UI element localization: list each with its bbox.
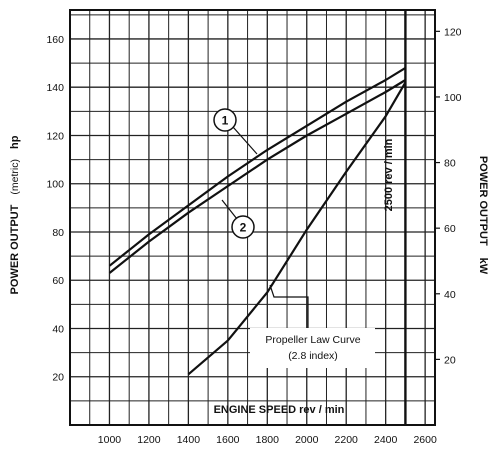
x-tick-label: 2400	[374, 434, 398, 446]
right-y-tick-label: 40	[444, 289, 456, 301]
marker-2-circle	[231, 215, 255, 239]
x-tick-label: 2600	[413, 434, 437, 446]
left-y-axis-label: POWER OUTPUT	[9, 204, 21, 294]
x-tick-label: 1000	[98, 434, 122, 446]
left-y-axis-label-group: POWER OUTPUT (metric) hp	[5, 135, 22, 294]
x-tick-labels: 1000 1200 1400 1600 1800 2000 2200 2400 2600	[98, 434, 437, 446]
right-y-axis-label-group: POWER OUTPUT kW	[476, 156, 493, 275]
propeller-label-box	[250, 328, 375, 368]
right-y-tick-label: 60	[444, 223, 456, 235]
marker-1-circle	[213, 108, 237, 132]
plot-frame	[69, 9, 436, 426]
x-tick-label: 2200	[335, 434, 359, 446]
series-line-1	[108, 66, 406, 267]
x-tick-label: 1600	[216, 434, 240, 446]
left-y-axis-suffix: hp	[9, 135, 21, 149]
right-y-axis-label: POWER OUTPUT	[477, 156, 489, 246]
series-line-3	[187, 81, 407, 376]
right-y-tick-labels: 20 40 60 80 100 120	[435, 26, 462, 366]
left-y-tick-label: 60	[52, 275, 64, 287]
left-y-tick-label: 140	[46, 82, 64, 94]
marker-1-label: 1	[222, 114, 229, 128]
left-y-tick-label: 120	[46, 130, 64, 142]
left-y-tick-label: 20	[52, 372, 64, 384]
propeller-label-line1: Propeller Law Curve	[265, 334, 360, 346]
svg-text:POWER OUTPUT (metric): POWER OUTPUT (metric) hp	[5, 135, 22, 294]
left-y-tick-label: 160	[46, 34, 64, 46]
right-y-tick-label: 100	[444, 92, 462, 104]
right-y-axis-suffix: kW	[477, 258, 489, 275]
marker-2-leader	[221, 199, 238, 220]
x-tick-label: 2000	[295, 434, 319, 446]
series-line-2	[108, 79, 406, 274]
left-y-tick-label: 40	[52, 323, 64, 335]
x-tick-label: 1800	[256, 434, 280, 446]
propeller-leader	[269, 284, 309, 330]
series-lines	[108, 66, 407, 376]
right-y-tick-label: 120	[444, 26, 462, 38]
left-y-tick-label: 80	[52, 227, 64, 239]
rated-speed-label: 2500 rev / min	[383, 138, 395, 211]
svg-text:POWER OUTPUT kW: POWER OUTPUT kW	[476, 156, 493, 275]
propeller-label-line2: (2.8 index)	[288, 350, 338, 362]
left-y-tick-labels: 20 40 60 80 100 120 140 160	[46, 34, 64, 384]
x-tick-label: 1200	[137, 434, 161, 446]
rated-speed-label-group: 2500 rev / min	[383, 138, 395, 211]
left-y-axis-unit: (metric)	[9, 159, 21, 195]
marker-1-leader	[232, 126, 258, 155]
x-tick-label: 1400	[177, 434, 201, 446]
right-y-tick-label: 20	[444, 354, 456, 366]
x-axis-label: ENGINE SPEED rev / min	[214, 404, 345, 416]
right-y-tick-label: 80	[444, 158, 456, 170]
marker-2-label: 2	[240, 221, 247, 235]
left-y-tick-label: 100	[46, 179, 64, 191]
